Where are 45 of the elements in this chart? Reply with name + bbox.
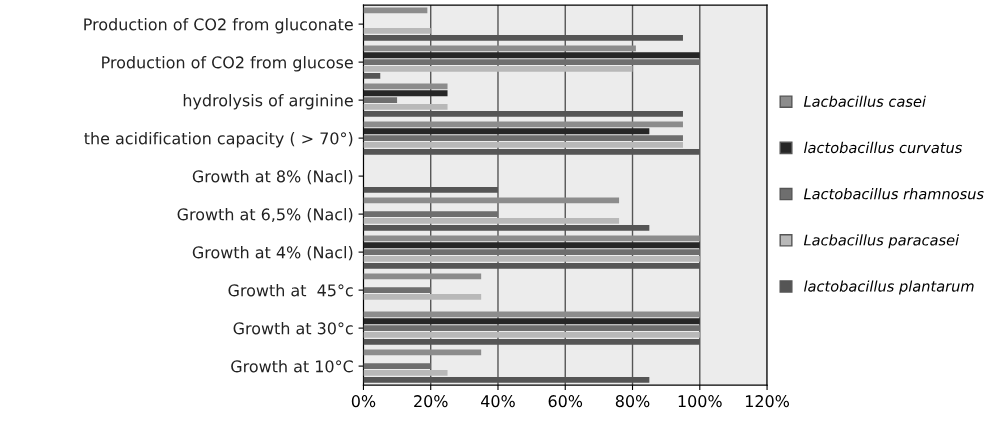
- y-tick-label: Growth at 8% (Nacl): [192, 170, 353, 185]
- y-tick-label: Production of CO2 from glucose: [102, 56, 353, 72]
- x-tick-label: 60%: [548, 395, 583, 408]
- y-tick-label: Growth at 10°C: [231, 360, 353, 373]
- bar: [363, 370, 448, 376]
- bar: [363, 142, 683, 148]
- bar: [363, 218, 620, 224]
- y-tick-label: Growth at 6,5% (Nacl): [177, 208, 353, 223]
- legend-label: Lacbacillus paracasei: [803, 234, 960, 249]
- y-tick-label: hydrolysis of arginine: [183, 94, 353, 110]
- bar: [363, 294, 482, 300]
- y-tick-label: Growth at 4% (Nacl): [192, 246, 353, 261]
- legend-label: Lactobacillus rhamnosus: [803, 188, 984, 200]
- bar: [363, 52, 700, 59]
- bar: [363, 332, 700, 338]
- legend-label: lactobacillus curvatus: [804, 141, 963, 154]
- bar: [363, 72, 381, 79]
- bar: [363, 363, 431, 370]
- x-tick-label: 20%: [414, 395, 448, 408]
- bar: [363, 325, 700, 332]
- legend-label: Lacbacillus casei: [803, 95, 926, 107]
- bar: [363, 90, 448, 97]
- y-tick-label: Production of CO2 from gluconate: [84, 18, 353, 34]
- bar: [363, 249, 700, 256]
- x-tick-label: 40%: [481, 395, 515, 408]
- bar: [363, 318, 700, 325]
- bar: [363, 242, 700, 249]
- x-tick-label: 0%: [351, 395, 376, 408]
- bar: [363, 287, 431, 294]
- bar: [363, 256, 700, 262]
- x-tick-label: 80%: [615, 395, 650, 408]
- y-tick-label: the acidification capacity ( > 70°): [84, 132, 353, 148]
- bar: [363, 211, 498, 218]
- bar: [363, 128, 650, 135]
- x-tick-label: 120%: [745, 395, 790, 408]
- bar: [363, 59, 700, 66]
- y-tick-label: Growth at 45°c: [228, 284, 353, 297]
- bar: [363, 104, 448, 110]
- legend-label: lactobacillus plantarum: [804, 280, 974, 295]
- y-tick-label: Growth at 30°c: [233, 322, 353, 335]
- x-tick-label: 100%: [678, 395, 722, 408]
- bar: [363, 135, 683, 142]
- bar: [363, 66, 633, 72]
- bar: [363, 28, 431, 34]
- bar: [363, 97, 398, 104]
